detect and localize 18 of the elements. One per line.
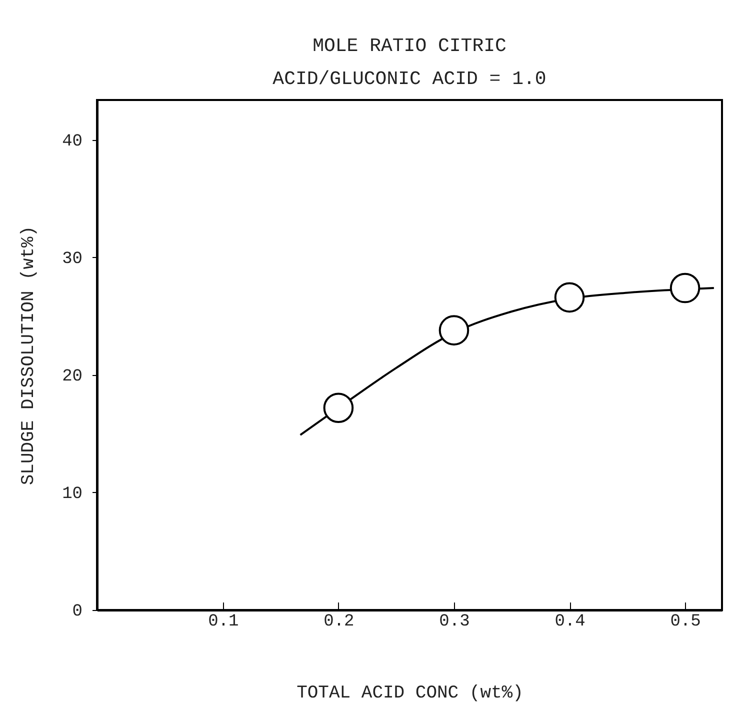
chart-subtitle: ACID/GLUCONIC ACID = 1.0 xyxy=(272,68,546,90)
x-tick-label: 0.5 xyxy=(670,612,701,632)
y-axis-title: SLUDGE DISSOLUTION (wt%) xyxy=(19,226,40,486)
point xyxy=(554,282,585,313)
x-tick-label: 0.1 xyxy=(208,612,239,632)
x-tick-label: 0.4 xyxy=(554,612,586,632)
point xyxy=(438,315,470,346)
y-tick-label: 20 xyxy=(62,367,82,386)
y-tick-label: 30 xyxy=(62,250,82,269)
x-axis-title: TOTAL ACID CONC (wt%) xyxy=(296,684,524,704)
x-tick-label: 0.3 xyxy=(439,612,470,632)
point xyxy=(323,392,354,423)
x-tick-label: 0.2 xyxy=(324,612,354,632)
y-tick-label: 0 xyxy=(72,602,82,622)
y-tick-label: 10 xyxy=(62,484,82,504)
y-tick-label: 40 xyxy=(62,132,82,152)
point xyxy=(670,272,700,304)
chart-title: MOLE RATIO CITRIC xyxy=(312,35,506,57)
